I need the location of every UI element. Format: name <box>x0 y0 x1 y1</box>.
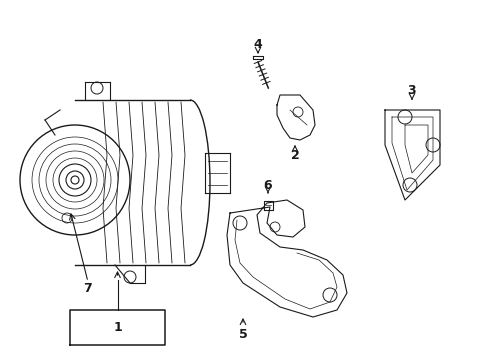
Text: 3: 3 <box>407 84 415 96</box>
Text: 1: 1 <box>113 321 122 334</box>
Text: 6: 6 <box>263 179 272 192</box>
Text: 2: 2 <box>290 149 299 162</box>
Text: 5: 5 <box>238 328 247 342</box>
Text: 7: 7 <box>83 282 92 294</box>
Circle shape <box>71 176 79 184</box>
Text: 4: 4 <box>253 37 262 50</box>
